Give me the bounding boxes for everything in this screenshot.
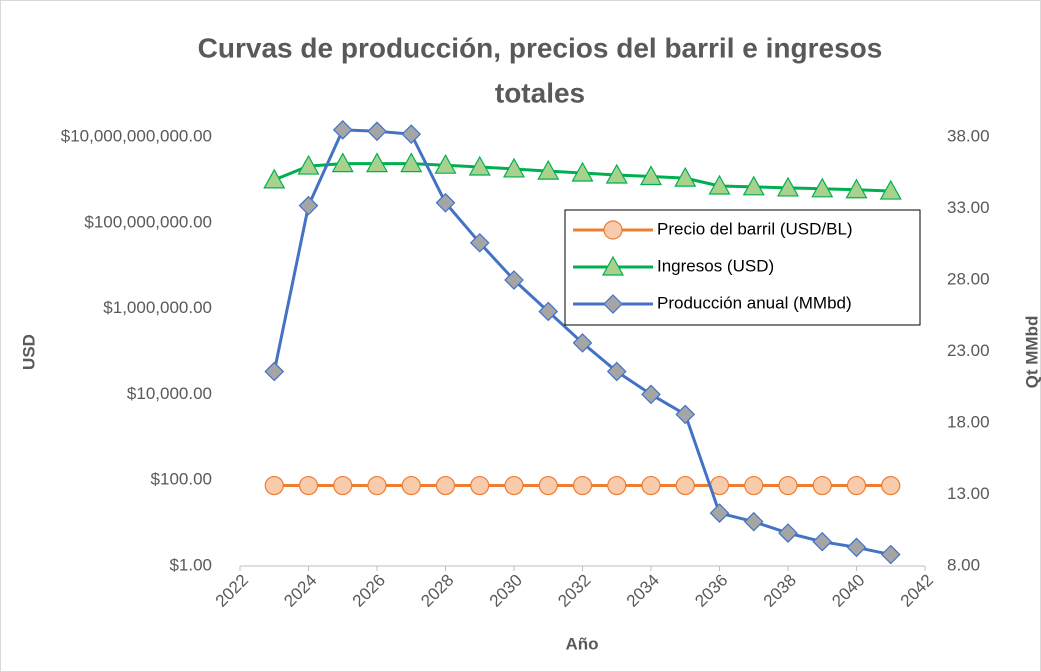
data-point (846, 475, 867, 496)
data-point (469, 232, 490, 253)
data-point (675, 475, 695, 496)
legend-marker (603, 220, 623, 240)
data-point (332, 120, 353, 140)
data-point (742, 175, 765, 196)
y-tick-label: $10,000.00 (127, 384, 212, 403)
data-point (264, 361, 285, 382)
y-tick-label: $100,000,000.00 (84, 212, 212, 231)
data-point (880, 544, 901, 565)
y2-tick-label: 13.00 (947, 484, 990, 503)
y-tick-label: $1,000,000.00 (103, 298, 212, 317)
y2-tick-label: 8.00 (947, 555, 980, 574)
data-point (401, 475, 421, 496)
y-axis-label: USD (19, 334, 38, 370)
data-point (468, 155, 491, 176)
data-point (606, 361, 627, 382)
data-point (435, 475, 456, 496)
data-point (470, 475, 490, 496)
y-tick-label: $1.00 (169, 555, 212, 574)
y-tick-label: $100.00 (151, 470, 212, 489)
y2-tick-label: 38.00 (947, 126, 990, 145)
data-point (641, 475, 661, 496)
data-point (812, 475, 832, 496)
data-point (298, 195, 319, 216)
y2-tick-label: 23.00 (947, 341, 990, 360)
data-point (537, 159, 560, 180)
data-point (367, 121, 387, 142)
legend-label: Producción anual (MMbd) (657, 293, 852, 312)
data-point (264, 475, 284, 496)
data-point (333, 475, 353, 496)
data-point (846, 537, 867, 558)
y2-tick-label: 28.00 (947, 269, 990, 288)
y2-tick-label: 18.00 (947, 412, 990, 431)
legend-marker (601, 255, 625, 276)
x-axis-label: Año (565, 634, 598, 653)
data-point (331, 152, 354, 173)
legend-marker (603, 294, 623, 314)
data-point (639, 165, 663, 186)
data-point (400, 152, 423, 173)
data-point (845, 178, 868, 199)
data-point (812, 531, 833, 552)
data-point (538, 475, 558, 496)
legend-label: Precio del barril (USD/BL) (657, 219, 853, 238)
chart-title: Curvas de producción, precios del barril… (198, 32, 883, 63)
data-point (675, 404, 696, 425)
data-point (434, 153, 457, 174)
data-point (776, 176, 800, 197)
chart-title: totales (495, 77, 585, 108)
y2-tick-label: 33.00 (947, 198, 990, 217)
data-point (778, 523, 798, 543)
data-point (881, 475, 901, 496)
data-point (504, 475, 524, 496)
data-point (298, 475, 319, 496)
data-point (435, 192, 456, 213)
data-point (879, 179, 902, 200)
data-point (572, 333, 593, 353)
data-point (538, 301, 559, 322)
y2-axis-label: Qt MMbd (1022, 316, 1041, 389)
data-point (297, 154, 320, 175)
data-point (401, 124, 422, 144)
y-tick-label: $10,000,000,000.00 (61, 126, 212, 145)
data-point (572, 475, 593, 496)
data-point (674, 166, 697, 187)
data-point (708, 174, 731, 195)
data-point (778, 475, 798, 496)
data-point (811, 177, 834, 198)
data-point (365, 152, 389, 173)
data-point (709, 503, 730, 523)
data-point (744, 475, 764, 496)
data-point (504, 270, 524, 290)
data-point (641, 384, 661, 405)
data-point (367, 475, 387, 496)
data-point (743, 511, 764, 532)
data-point (571, 161, 594, 182)
data-point (607, 475, 627, 496)
data-point (502, 157, 526, 178)
legend-label: Ingresos (USD) (657, 256, 774, 275)
data-point (263, 168, 286, 189)
data-point (605, 163, 628, 184)
